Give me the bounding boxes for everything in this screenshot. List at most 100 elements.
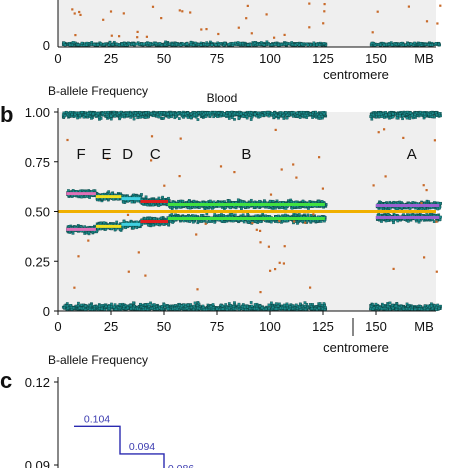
panel-b-point: [106, 110, 110, 114]
panel-b-point: [107, 305, 111, 308]
panel-b-point: [159, 113, 163, 117]
panel-b-point: [430, 302, 433, 306]
panel-b-point: [295, 111, 299, 115]
panel-b-point: [257, 111, 260, 115]
panel-b-point: [189, 116, 193, 119]
panel-b-point: [138, 111, 142, 114]
panel-b-point: [88, 307, 92, 311]
panel-b-point: [193, 111, 197, 115]
panel-b-point: [157, 204, 161, 207]
panel-b-point: [228, 112, 232, 116]
panel-b-point: [224, 303, 228, 306]
panel-b-point: [384, 111, 388, 114]
panel-b-point: [227, 117, 231, 120]
panel-b-point: [371, 307, 375, 311]
panel-b-point: [149, 217, 152, 220]
panel-b-point: [186, 116, 190, 119]
panel-a-x-tick-label: 125: [312, 51, 334, 66]
panel-a-point: [390, 43, 394, 47]
panel-b-point: [285, 116, 289, 120]
panel-a-outlier-point: [246, 4, 249, 7]
panel-b-point: [66, 306, 70, 310]
panel-a-point: [147, 41, 151, 45]
panel-b-point: [121, 225, 125, 229]
panel-b-point: [258, 115, 262, 119]
panel-b-point: [146, 302, 150, 306]
panel-a-point: [120, 42, 124, 46]
panel-b-point: [205, 308, 208, 311]
panel-a-x-ticks: 0 25 50 75 100 125 150 MB: [54, 51, 433, 66]
panel-b-point: [161, 222, 165, 226]
panel-a-outlier-point: [189, 11, 192, 14]
panel-b-point: [160, 111, 163, 115]
panel-b-point: [426, 308, 430, 311]
panel-b-point: [84, 304, 87, 308]
panel-a-point: [315, 43, 319, 47]
panel-b-point: [88, 196, 91, 199]
panel-b-point: [151, 223, 155, 227]
panel-a-point: [385, 43, 388, 47]
panel-a-point: [427, 43, 430, 47]
panel-b-point: [114, 307, 118, 311]
panel-a-outlier-point: [308, 2, 311, 5]
panel-b: b B-allele Frequency Blood 1.000.750.500…: [0, 84, 442, 355]
panel-b-point: [118, 303, 122, 306]
panel-b-point: [129, 307, 133, 311]
panel-b-point: [381, 112, 385, 115]
panel-b-point: [62, 306, 66, 310]
panel-b-point: [132, 117, 136, 121]
panel-b-point: [435, 113, 439, 117]
panel-a-outlier-point: [136, 36, 139, 39]
panel-b-point: [197, 111, 200, 115]
panel-b-point: [233, 117, 236, 121]
panel-b-point: [244, 112, 248, 116]
panel-b-point: [152, 303, 156, 306]
panel-b-point: [270, 301, 273, 305]
panel-b-point: [311, 116, 314, 119]
panel-a-point: [76, 43, 80, 47]
panel-b-point: [138, 307, 141, 311]
panel-b-point: [107, 190, 111, 194]
panel-a-x-tick-label: 50: [157, 51, 171, 66]
panel-b-point: [159, 202, 163, 206]
panel-a-point: [253, 41, 257, 45]
panel-a-outlier-point: [136, 30, 139, 33]
panel-b-point: [410, 307, 414, 311]
panel-a-point: [227, 42, 231, 46]
panel-b-point: [102, 221, 106, 225]
panel-a-point: [424, 43, 427, 46]
panel-a-point: [294, 43, 298, 47]
panel-a-outlier-point: [323, 10, 326, 13]
panel-b-point: [72, 306, 75, 310]
panel-a-point: [108, 41, 112, 45]
panel-a-outlier-point: [425, 20, 429, 23]
panel-a-point: [175, 42, 178, 46]
panel-b-point: [275, 302, 278, 306]
panel-a-outlier-point: [436, 22, 439, 25]
panel-b-point: [169, 112, 173, 116]
panel-b-point: [162, 111, 166, 115]
panel-b-point: [73, 113, 77, 116]
panel-b-point: [433, 304, 437, 308]
panel-a-point: [437, 42, 441, 46]
panel-b-point: [398, 114, 402, 118]
panel-b-point: [150, 112, 153, 115]
panel-b-point: [201, 306, 205, 309]
panel-b-point: [401, 117, 404, 121]
panel-b-point: [225, 111, 229, 115]
panel-b-point: [186, 111, 190, 115]
panel-b-point: [180, 304, 184, 308]
panel-b-point: [71, 231, 75, 235]
panel-b-point: [309, 112, 312, 116]
panel-b-point: [100, 307, 104, 311]
panel-b-point: [388, 308, 392, 311]
panel-a-outlier-point: [439, 4, 442, 7]
panel-a-outlier-point: [407, 5, 410, 8]
panel-b-point: [65, 110, 68, 114]
panel-b-point: [77, 111, 81, 115]
panel-b-point: [144, 116, 148, 119]
panel-b-point: [103, 197, 107, 201]
panel-a-point: [151, 43, 154, 46]
panel-b-point: [144, 303, 147, 307]
